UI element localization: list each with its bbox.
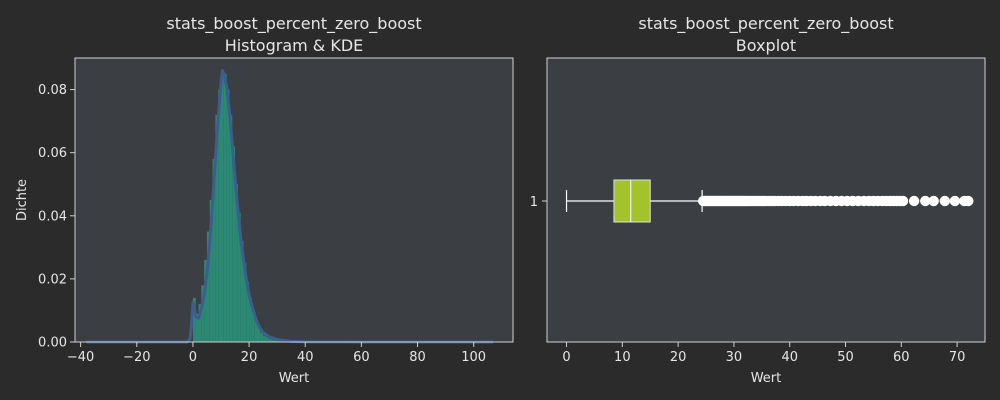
boxplot-outliers xyxy=(697,195,974,207)
outlier-point xyxy=(928,195,939,207)
histogram-x-ticks: −40 −20 0 20 40 60 80 100 xyxy=(67,342,486,365)
x-tick-label: 80 xyxy=(409,350,426,365)
histogram-bar xyxy=(201,285,205,342)
outlier-point xyxy=(939,195,951,207)
histogram-bar xyxy=(198,304,202,342)
histogram-bar xyxy=(249,297,252,342)
x-tick-label: 0 xyxy=(189,350,197,365)
histogram-bar xyxy=(221,73,224,343)
histogram-bar xyxy=(271,339,275,342)
outlier-point xyxy=(908,195,920,207)
histogram-bar xyxy=(254,319,258,342)
x-tick-label: 40 xyxy=(297,350,314,365)
boxplot-y-ticks: 1 xyxy=(530,195,547,210)
histogram-bar xyxy=(251,310,255,342)
histogram-bar xyxy=(260,332,264,342)
x-tick-label: 40 xyxy=(781,350,798,365)
histogram-x-axis-label: Wert xyxy=(279,371,310,386)
histogram-y-ticks: 0.00 0.02 0.04 0.06 0.08 xyxy=(38,83,75,351)
boxplot-box-group xyxy=(565,179,703,223)
histogram-bar xyxy=(243,263,247,342)
histogram-bar xyxy=(204,259,207,342)
x-tick-label: 10 xyxy=(614,350,631,365)
histogram-bar xyxy=(206,231,210,342)
histogram-bar xyxy=(257,326,261,342)
boxplot-title-line1: stats_boost_percent_zero_boost xyxy=(638,14,893,34)
boxplot-panel: stats_boost_percent_zero_boost Boxplot 0… xyxy=(530,14,986,386)
histogram-title-line1: stats_boost_percent_zero_boost xyxy=(166,14,421,34)
histogram-bar xyxy=(235,184,238,342)
histogram-axes-frame xyxy=(74,57,514,343)
y-tick-label: 1 xyxy=(530,195,538,210)
histogram-bar xyxy=(274,340,278,342)
x-tick-label: −20 xyxy=(123,350,150,365)
histogram-bar xyxy=(215,114,219,342)
x-tick-label: 60 xyxy=(893,350,910,365)
histogram-bar xyxy=(212,158,216,342)
histogram-bar xyxy=(209,200,213,342)
y-tick-label: 0.08 xyxy=(38,83,67,98)
histogram-bar xyxy=(237,212,241,342)
x-tick-label: 0 xyxy=(562,350,570,365)
outlier-point xyxy=(897,195,909,207)
x-tick-label: 20 xyxy=(670,350,687,365)
y-tick-label: 0.06 xyxy=(38,146,67,161)
histogram-bar xyxy=(268,338,272,342)
histogram-bar xyxy=(229,114,233,342)
kde-line xyxy=(86,69,494,344)
x-tick-label: −40 xyxy=(67,350,94,365)
histogram-bars xyxy=(192,73,286,343)
histogram-bar xyxy=(226,89,230,342)
x-tick-label: 60 xyxy=(353,350,370,365)
histogram-bar xyxy=(192,297,196,342)
x-tick-label: 50 xyxy=(837,350,854,365)
boxplot-axes-frame xyxy=(546,57,986,343)
y-tick-label: 0.00 xyxy=(38,336,67,351)
histogram-bar xyxy=(223,73,227,343)
histogram-title-line2: Histogram & KDE xyxy=(225,36,364,55)
histogram-y-axis-label: Dichte xyxy=(15,179,30,221)
boxplot-x-ticks: 0 10 20 30 40 50 60 70 xyxy=(562,342,965,365)
x-tick-label: 70 xyxy=(949,350,966,365)
y-tick-label: 0.02 xyxy=(38,272,67,287)
histogram-bar xyxy=(232,146,236,342)
histogram-bar xyxy=(265,337,269,342)
y-tick-label: 0.04 xyxy=(38,209,67,224)
x-tick-label: 100 xyxy=(461,350,486,365)
histogram-bar xyxy=(240,241,244,342)
histogram-bar xyxy=(195,313,199,342)
x-tick-label: 30 xyxy=(726,350,743,365)
outlier-point xyxy=(963,195,974,207)
histogram-plot-area xyxy=(75,58,513,342)
histogram-panel: stats_boost_percent_zero_boost Histogram… xyxy=(15,14,514,386)
histogram-bar xyxy=(218,89,221,342)
iqr-box xyxy=(613,179,651,223)
boxplot-x-axis-label: Wert xyxy=(751,371,782,386)
x-tick-label: 20 xyxy=(241,350,258,365)
histogram-bar xyxy=(263,335,266,342)
boxplot-title-line2: Boxplot xyxy=(736,36,796,55)
outlier-point xyxy=(949,195,961,207)
histogram-bar xyxy=(246,282,250,342)
